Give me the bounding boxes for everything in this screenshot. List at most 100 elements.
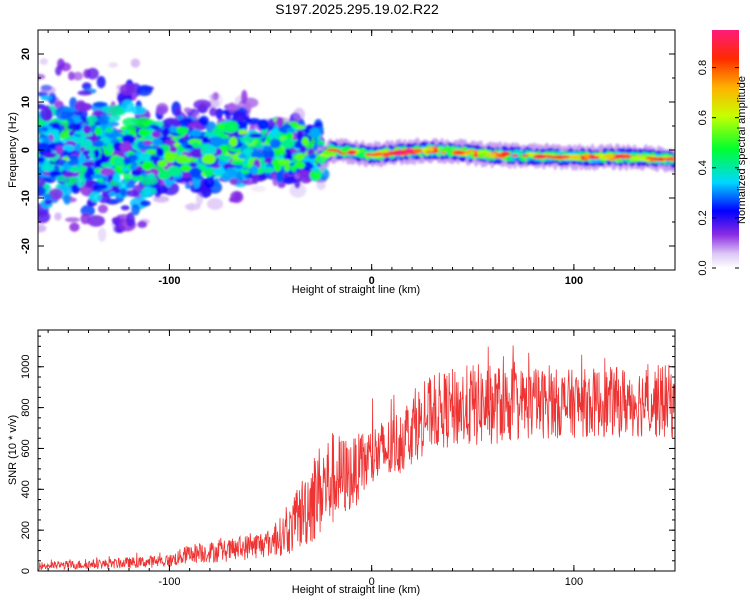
snr-y-label: SNR (10 * v/v) (7, 415, 19, 485)
spectrogram-cell (141, 160, 153, 171)
spectrogram-cell (108, 62, 119, 68)
spectrogram-cell (91, 174, 104, 179)
spectrogram-cell (663, 157, 673, 161)
spectrogram-cell (62, 144, 75, 152)
spectrogram-cell (122, 117, 138, 127)
spectrogram-cell (138, 130, 151, 137)
spectrogram-cell (71, 185, 81, 194)
spectrogram-cell (157, 171, 171, 180)
x-tick-label: -100 (158, 576, 180, 588)
spectrogram-cell (269, 138, 281, 149)
spectrogram-cell (181, 171, 191, 179)
spectrogram-cell (293, 107, 305, 122)
spectrogram-cell (204, 176, 215, 188)
spectrogram-cell (177, 138, 185, 144)
spectrogram-cell (74, 130, 84, 136)
spectrogram-cell (425, 147, 435, 152)
spectrogram-cell (234, 164, 243, 169)
spectrogram-cell (157, 160, 168, 167)
spectrogram-cell (126, 212, 135, 227)
spectrogram-cell (521, 154, 530, 158)
snr-panel: -100 0 100 0 200 400 600 800 1000 Height of str… (7, 329, 676, 596)
spectrogram-cell (438, 147, 453, 152)
spectrogram-cell (42, 137, 51, 144)
spectrogram-cell (206, 198, 224, 210)
spectrogram-x-label: Height of straight line (km) (292, 284, 420, 296)
spectrogram-cell (589, 155, 600, 159)
spectrogram-cell (184, 203, 201, 211)
spectrogram-cell (189, 148, 204, 159)
spectrogram-cell (167, 165, 181, 176)
chart-title: S197.2025.295.19.02.R22 (275, 1, 439, 17)
spectrogram-cell (388, 151, 398, 155)
y-tick-label: 0 (20, 568, 32, 574)
spectrogram-cell (92, 101, 108, 108)
spectrogram-cell (93, 149, 100, 159)
spectrogram-cell (201, 153, 216, 165)
spectrogram-cell (347, 150, 357, 155)
spectrogram-cell (86, 67, 99, 80)
spectrogram-cell (63, 194, 71, 205)
spectrogram-cell (330, 149, 341, 152)
spectrogram-cell (290, 148, 298, 153)
spectrogram-cell (42, 193, 53, 201)
spectrogram-cell (454, 150, 465, 154)
spectrogram-cell (69, 166, 84, 173)
spectrogram-cell (198, 115, 209, 126)
y-tick-label: 20 (20, 48, 32, 60)
spectrogram-cell (149, 155, 160, 161)
spectrogram-cell (230, 190, 244, 204)
spectrogram-cell (96, 76, 106, 89)
spectrogram-cell (126, 189, 139, 197)
spectrogram-cell (496, 153, 502, 157)
spectrogram-cell (225, 168, 236, 174)
spectrogram-cell (286, 132, 294, 141)
spectrogram-cell (121, 99, 135, 113)
spectrogram-cell (38, 142, 50, 152)
spectrogram-cell (41, 163, 55, 172)
spectrogram-cell (209, 94, 217, 100)
spectrogram-cell (144, 185, 152, 196)
spectrogram-cell (250, 165, 259, 175)
spectrogram-cell (156, 185, 168, 194)
spectrogram-cell (403, 148, 414, 153)
spectrogram-cell (50, 171, 63, 176)
spectrogram-cell (135, 165, 144, 172)
spectrogram-cell (120, 188, 127, 197)
spectrogram-cell (305, 163, 314, 169)
spectrogram-cell (289, 182, 307, 198)
spectrogram-cell (55, 144, 64, 155)
spectrogram-cell (198, 164, 206, 171)
y-tick-label: 800 (20, 398, 32, 416)
spectrogram-cell (169, 146, 178, 153)
snr-x-label: Height of straight line (km) (292, 584, 420, 596)
spectrogram-cell (44, 199, 53, 205)
x-tick-label: 100 (565, 576, 583, 588)
spectrogram-cell (260, 148, 275, 160)
spectrogram-cell (131, 106, 147, 115)
x-tick-label: -100 (158, 275, 180, 287)
snr-series-line (38, 345, 675, 571)
spectrogram-cell (42, 152, 57, 159)
spectrogram-cell (294, 152, 305, 162)
spectrogram-cell (40, 85, 56, 95)
y-tick-label: 600 (20, 439, 32, 457)
spectrogram-cell (164, 139, 176, 145)
spectrogram-cell (64, 180, 73, 187)
spectrogram-cell (55, 66, 62, 76)
spectrogram-cell (131, 204, 140, 216)
spectrogram-cell (162, 126, 169, 138)
spectrogram-cell (80, 213, 91, 225)
spectrogram-cell (275, 169, 284, 184)
spectrogram-cell (54, 212, 62, 221)
y-tick-label: 200 (20, 521, 32, 539)
spectrogram-cell (42, 126, 49, 132)
spectrogram-cell (189, 167, 203, 178)
spectrogram-cell (119, 141, 132, 153)
spectrogram-cell (67, 123, 82, 131)
spectrogram-cell (240, 179, 256, 185)
spectrogram-cell (183, 107, 192, 113)
spectrogram-cell (213, 177, 220, 189)
spectrogram-cell (229, 178, 239, 186)
